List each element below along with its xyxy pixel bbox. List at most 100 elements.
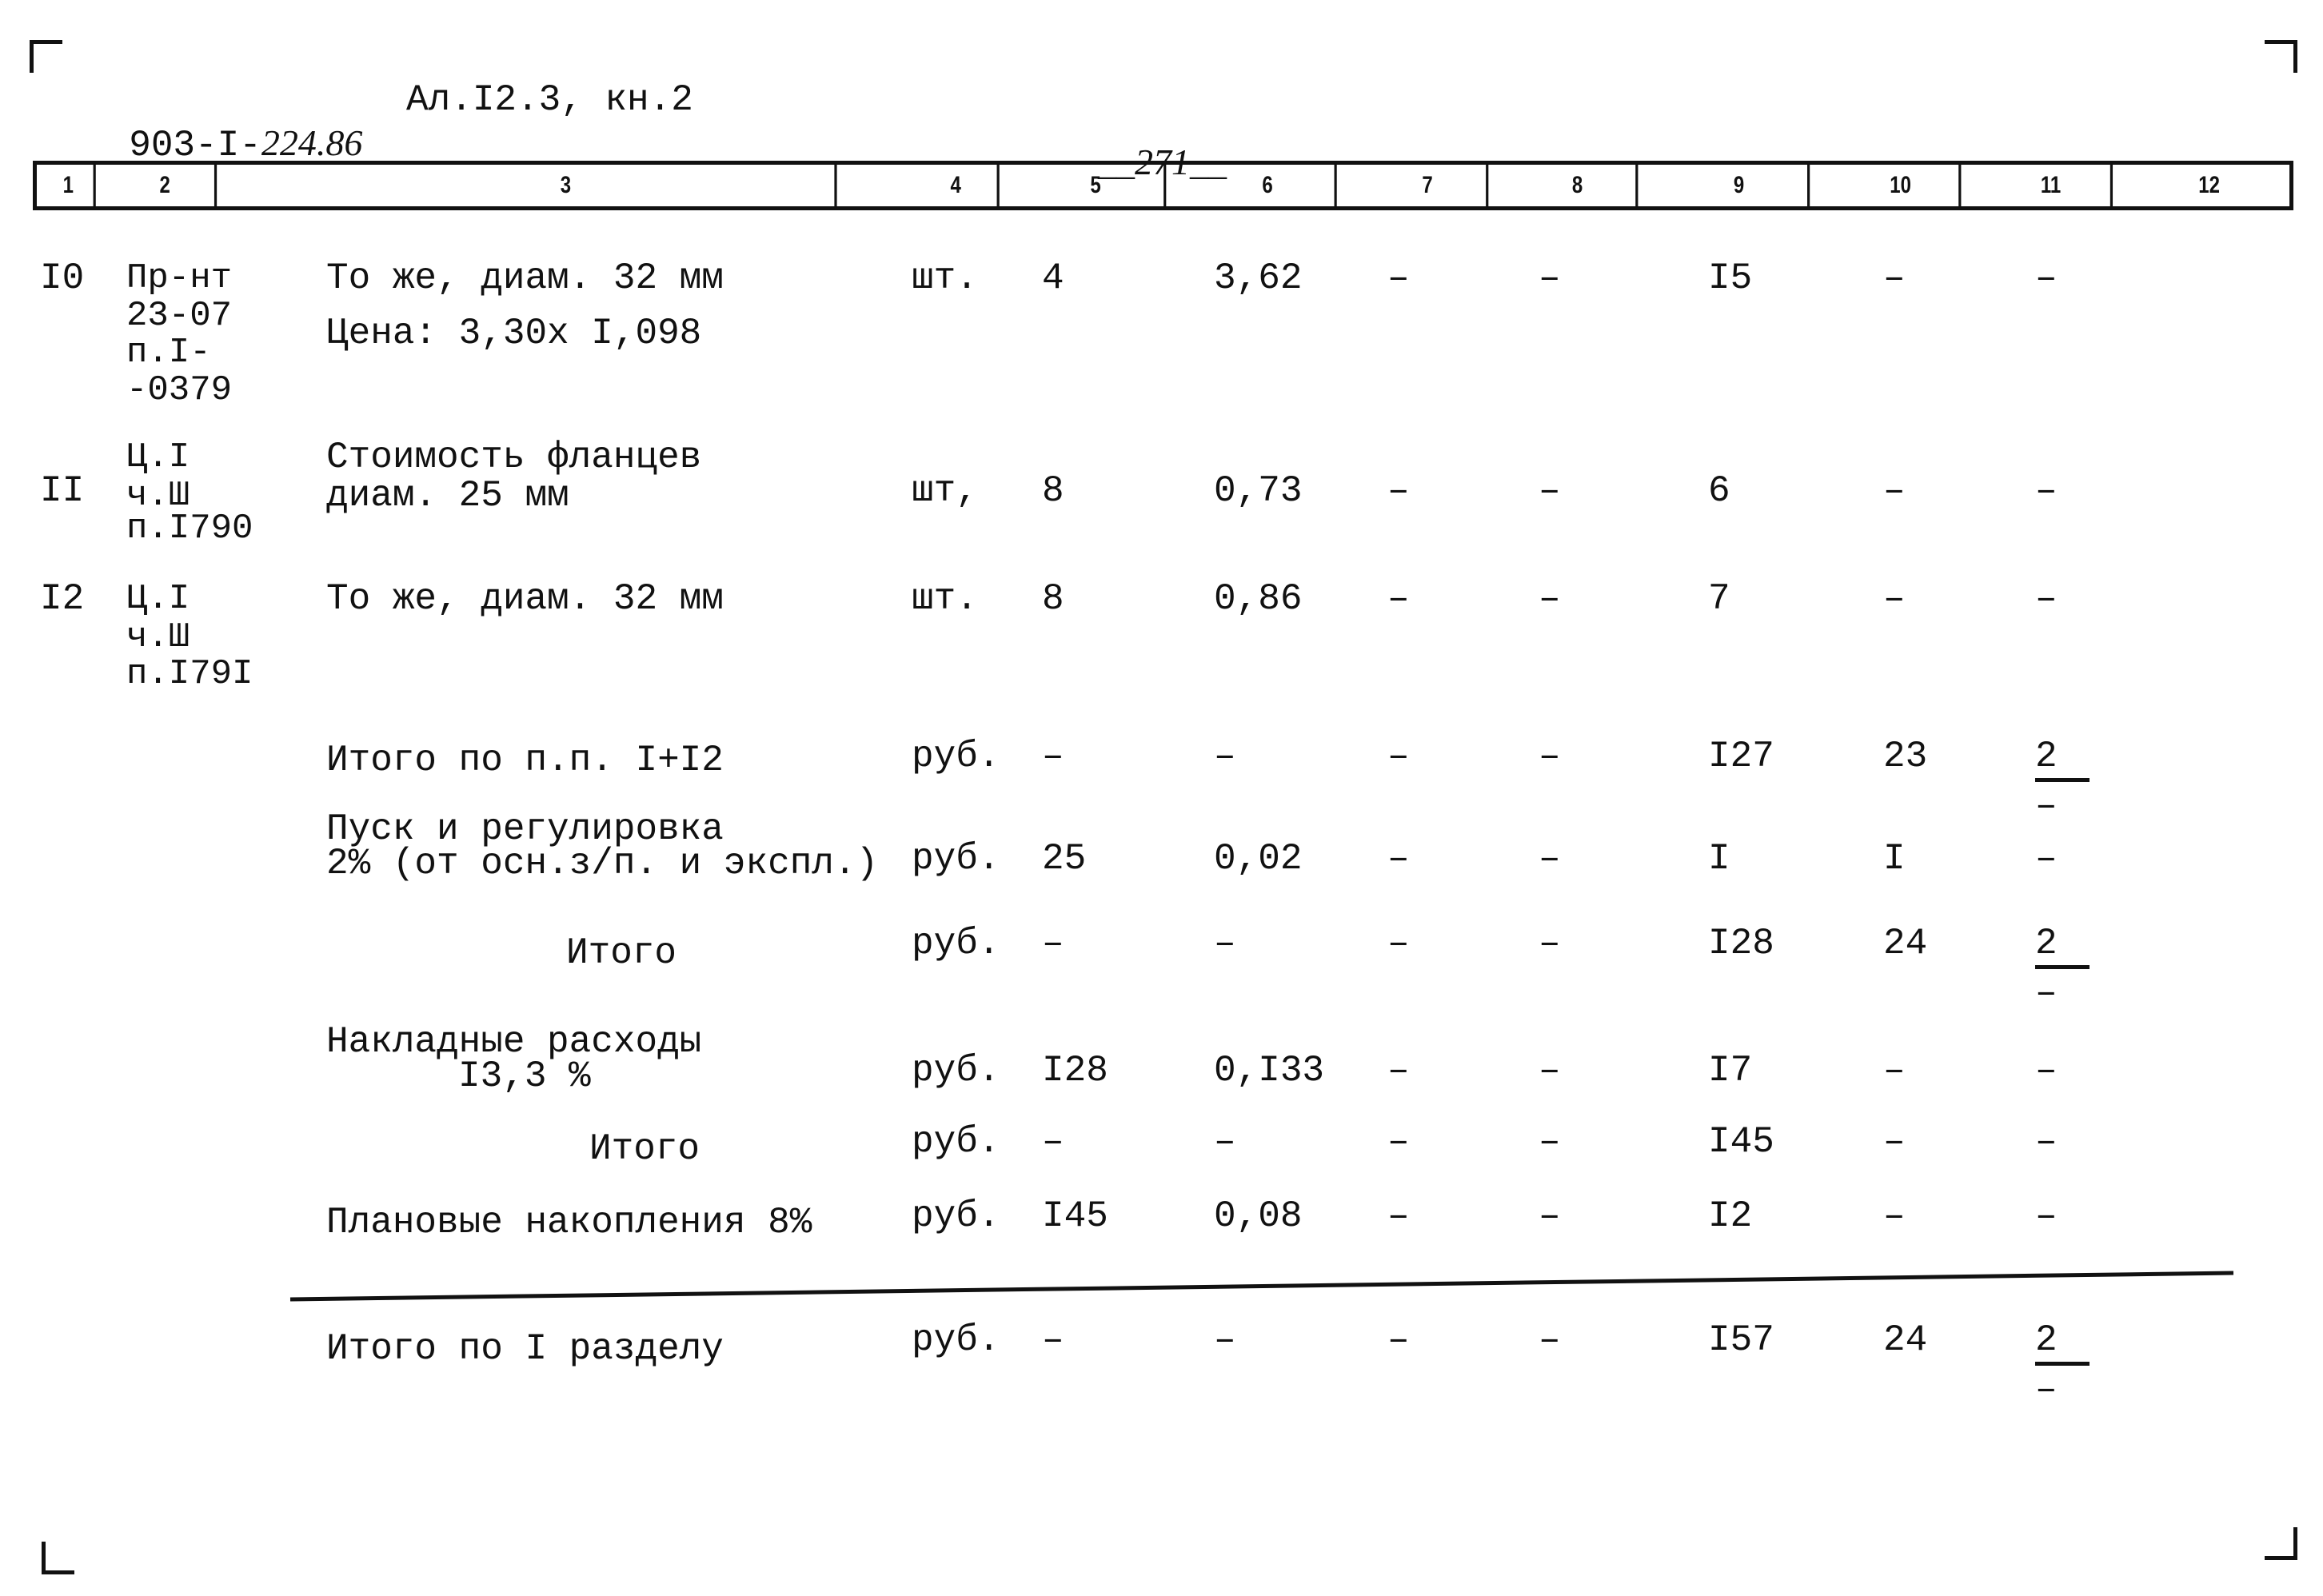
cell-col-7: – — [1387, 736, 1410, 777]
cell-col-10: – — [1883, 257, 1906, 299]
cell-col-7: – — [1387, 470, 1410, 512]
column-header-9: 9 — [1670, 165, 1810, 206]
cell-col-6: 3,62 — [1214, 257, 1303, 299]
cell-col-11: 2 — [2035, 1319, 2090, 1366]
description-line: Стоимость фланцев — [326, 437, 702, 478]
column-header-1: 1 — [43, 165, 96, 206]
unit-cell: руб. — [912, 1195, 1000, 1237]
corner-mark-top-right — [2265, 40, 2297, 73]
column-header-5: 5 — [1027, 165, 1167, 206]
row-number: I2 — [40, 578, 85, 620]
cell-col-11: – — [2035, 838, 2058, 880]
cell-col-11: – — [2035, 1050, 2058, 1091]
unit-cell: руб. — [912, 1050, 1000, 1091]
cell-col-6: – — [1214, 1319, 1236, 1361]
cell-col-8: – — [1539, 1050, 1561, 1091]
cell-col-11: – — [2035, 1195, 2058, 1237]
cell-col-9: I — [1708, 838, 1730, 880]
column-header-6: 6 — [1200, 165, 1337, 206]
description-line: Итого — [589, 1128, 700, 1170]
price-reference-line: Пр-нт — [126, 258, 233, 298]
description-line: Итого — [566, 932, 677, 974]
cell-col-7: – — [1387, 257, 1410, 299]
column-header-4: 4 — [915, 165, 1000, 206]
unit-cell: руб. — [912, 838, 1000, 880]
cell-col-8: – — [1539, 257, 1561, 299]
unit-cell: руб. — [912, 736, 1000, 777]
description-line: То же, диам. 32 мм — [326, 578, 724, 620]
cell-col-8: – — [1539, 1121, 1561, 1163]
document-code-prefix: 903-I- — [129, 125, 261, 166]
description-line: Накладные расходы — [326, 1021, 702, 1063]
column-header-11: 11 — [1991, 165, 2113, 206]
cell-col-11: 2 — [2035, 922, 2090, 969]
cell-col-6: – — [1214, 923, 1236, 964]
table-header: 1 2 3 4 5 6 7 8 9 10 11 12 — [33, 161, 2293, 210]
cell-col-7: – — [1387, 578, 1410, 620]
cell-col-6: 0,86 — [1214, 578, 1303, 620]
corner-mark-top-left — [30, 40, 62, 73]
cell-col-11: – — [2035, 257, 2058, 299]
price-reference-line: Ц.I — [126, 579, 190, 619]
description-line: То же, диам. 32 мм — [326, 257, 724, 299]
cell-col-9: 7 — [1708, 578, 1730, 620]
cell-col-9: I45 — [1708, 1121, 1774, 1163]
price-reference-line: ч.Ш — [126, 476, 190, 516]
unit-cell: шт. — [912, 257, 978, 299]
cell-col-8: – — [1539, 838, 1561, 880]
cell-col-10: – — [1883, 578, 1906, 620]
cell-col-10: – — [1883, 1050, 1906, 1091]
price-reference-line: п.I79I — [126, 654, 253, 694]
cell-col-11: – — [2035, 578, 2058, 620]
corner-mark-bottom-right — [2265, 1527, 2297, 1560]
description-line: диам. 25 мм — [326, 475, 569, 517]
cell-col-5: 25 — [1042, 838, 1087, 880]
cell-col-5: 8 — [1042, 578, 1064, 620]
document-code: 903-I-224.86 — [85, 78, 362, 167]
cell-col-8: – — [1539, 736, 1561, 777]
document-code-handwritten: 224.86 — [261, 122, 363, 163]
cell-col-9: I5 — [1708, 257, 1753, 299]
cell-col-10: 24 — [1883, 1319, 1928, 1361]
cell-col-10: I — [1883, 838, 1906, 880]
description-line: Итого по I разделу — [326, 1328, 724, 1370]
cell-col-9: 6 — [1708, 470, 1730, 512]
column-header-10: 10 — [1842, 165, 1962, 206]
cell-col-6: 0,02 — [1214, 838, 1303, 880]
cell-col-5: I45 — [1042, 1195, 1108, 1237]
column-header-8: 8 — [1519, 165, 1638, 206]
description-line: Цена: 3,30х I,098 — [326, 313, 702, 354]
cell-col-5: I28 — [1042, 1050, 1108, 1091]
row-number: II — [40, 470, 85, 512]
cell-col-9: I28 — [1708, 923, 1774, 964]
column-header-7: 7 — [1369, 165, 1489, 206]
album-reference: Ал.I2.3, кн.2 — [406, 79, 693, 121]
description-line: I3,3 % — [458, 1055, 591, 1097]
cell-col-5: – — [1042, 1319, 1064, 1361]
cell-col-6: – — [1214, 1121, 1236, 1163]
cell-col-6: – — [1214, 736, 1236, 777]
cell-col-9: I27 — [1708, 736, 1774, 777]
description-line: Плановые накопления 8% — [326, 1202, 812, 1243]
cell-col-11-below: – — [2035, 785, 2058, 827]
unit-cell: шт, — [912, 470, 978, 512]
cell-col-7: – — [1387, 1319, 1410, 1361]
cell-col-11-below: – — [2035, 972, 2058, 1014]
cell-col-10: – — [1883, 470, 1906, 512]
description-line: Итого по п.п. I+I2 — [326, 740, 724, 781]
price-reference-line: п.I790 — [126, 509, 253, 549]
cell-col-10: 23 — [1883, 736, 1928, 777]
price-reference-line: 23-07 — [126, 296, 233, 336]
price-reference-line: -0379 — [126, 370, 233, 410]
price-reference-line: ч.Ш — [126, 617, 190, 657]
cell-col-5: 8 — [1042, 470, 1064, 512]
row-number: I0 — [40, 257, 85, 299]
unit-cell: шт. — [912, 578, 978, 620]
cell-col-7: – — [1387, 1195, 1410, 1237]
unit-cell: руб. — [912, 1319, 1000, 1361]
cell-col-6: 0,73 — [1214, 470, 1303, 512]
cell-col-5: – — [1042, 1121, 1064, 1163]
price-reference-line: п.I- — [126, 333, 211, 373]
cell-col-8: – — [1539, 1195, 1561, 1237]
